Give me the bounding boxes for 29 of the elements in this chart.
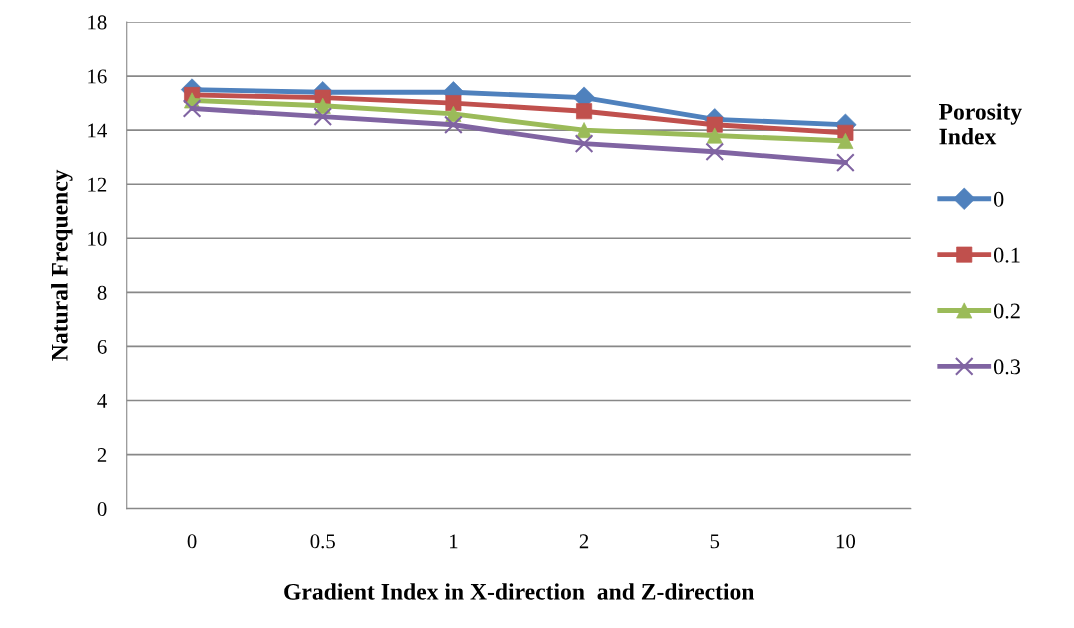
point [313, 107, 333, 126]
y-tick-label: 10 [88, 231, 107, 246]
x-tick-label: 10 [836, 534, 856, 549]
x-tick-label: 5 [710, 534, 720, 549]
x-tick-label: 0.5 [310, 534, 335, 549]
y-tick-label: 18 [88, 15, 107, 30]
y-axis-title: Natural Frequency [51, 169, 73, 361]
legend-label: 0.1 [993, 247, 1020, 263]
legend-label: 0.2 [993, 303, 1020, 319]
y-tick-label: 14 [88, 123, 107, 138]
point [182, 99, 202, 118]
point [705, 142, 725, 162]
y-tick-label: 0 [97, 502, 107, 517]
y-tick-label: 16 [88, 69, 107, 84]
x-tick-label: 1 [450, 534, 458, 549]
y-tick-label: 6 [97, 339, 107, 354]
y-tick-label: 4 [97, 394, 107, 408]
legend-label: 0.3 [993, 359, 1021, 375]
x-tick-label: 2 [579, 534, 589, 549]
point [444, 115, 463, 135]
point [574, 134, 594, 154]
point [836, 153, 855, 172]
x-axis-title: Gradient Index in X-direction and Z-direction [284, 583, 755, 600]
y-tick-label: 8 [97, 285, 107, 300]
legend-title: Porosity Index [938, 103, 1022, 145]
legend-label: 0 [993, 191, 1004, 207]
y-tick-label: 2 [97, 448, 107, 462]
y-tick-label: 12 [88, 177, 107, 192]
x-tick-label: 0 [187, 534, 197, 549]
